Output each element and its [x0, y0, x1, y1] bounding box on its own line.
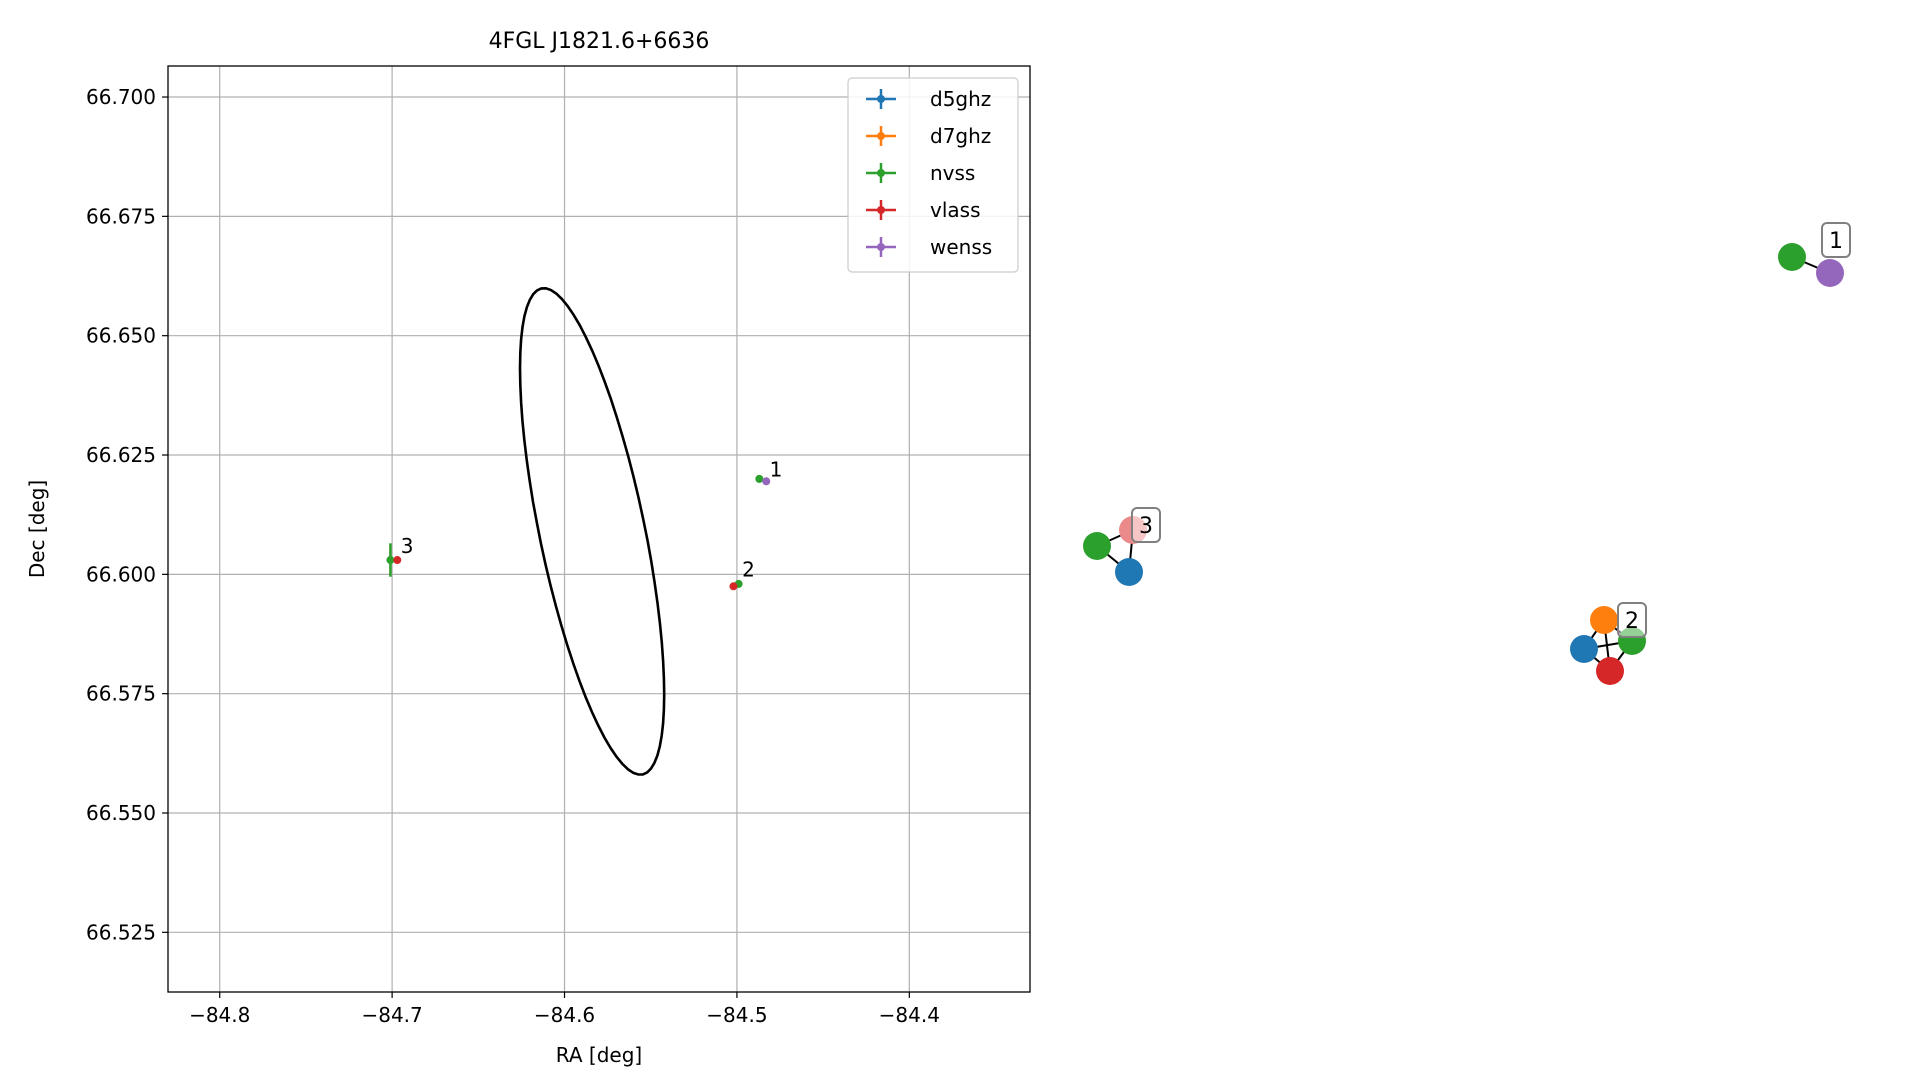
graph-node-d5ghz	[1570, 635, 1598, 663]
x-tick-label: −84.4	[879, 1003, 940, 1027]
ellipse-layer	[518, 286, 666, 776]
data-point-vlass	[729, 582, 738, 591]
graph-node-vlass	[1596, 657, 1624, 685]
network-graph: 1 2 3	[1083, 222, 1851, 685]
legend-box	[847, 77, 1019, 273]
y-tick-label: 66.625	[86, 443, 156, 467]
cluster-2: 2	[1570, 602, 1647, 685]
marker	[386, 556, 395, 565]
y-tick-label: 66.650	[86, 324, 156, 348]
data-point-vlass	[393, 556, 402, 565]
plot-frame	[167, 65, 1031, 993]
data-point-nvss	[755, 474, 764, 483]
cluster-label: 2	[1625, 609, 1639, 634]
marker	[393, 556, 402, 565]
y-axis-label: Dec [deg]	[25, 480, 49, 578]
cluster-label-box	[1617, 602, 1647, 638]
y-tick-label: 66.600	[86, 562, 156, 586]
marker	[729, 582, 738, 591]
point-annotation: 1	[770, 457, 783, 481]
legend-label: wenss	[930, 235, 992, 259]
graph-node-nvss	[1778, 243, 1806, 271]
y-tick-label: 66.700	[86, 85, 156, 109]
x-tick-label: −84.7	[361, 1003, 422, 1027]
data-point-wenss	[762, 477, 771, 486]
legend-marker	[877, 206, 885, 214]
data-point-nvss	[386, 543, 395, 577]
tick-layer: −84.8 −84.7 −84.6 −84.5 −84.4 66.525 66.550 66.…	[86, 85, 940, 1027]
x-tick-label: −84.5	[706, 1003, 767, 1027]
x-tick-label: −84.8	[189, 1003, 250, 1027]
marker	[762, 477, 771, 486]
x-tick-label: −84.6	[534, 1003, 595, 1027]
legend-marker	[877, 169, 885, 177]
legend: d5ghz d7ghz nvss vlass wenss	[847, 77, 1019, 273]
y-tick-label: 66.575	[86, 682, 156, 706]
error-ellipse	[518, 286, 666, 776]
points-layer	[386, 474, 771, 591]
legend-marker	[877, 132, 885, 140]
cluster-label: 1	[1829, 229, 1843, 254]
marker	[755, 474, 764, 483]
x-axis-label: RA [deg]	[556, 1043, 642, 1067]
y-tick-label: 66.525	[86, 920, 156, 944]
graph-node-nvss	[1083, 532, 1111, 560]
cluster-label: 3	[1139, 514, 1153, 539]
cluster-3: 3	[1083, 507, 1161, 586]
legend-entry-d5ghz: d5ghz	[866, 87, 991, 111]
cluster-label-box	[1131, 507, 1161, 543]
chart-title: 4FGL J1821.6+6636	[489, 29, 710, 54]
plot-area: 1 2 3 −84.8 −84.7 −84.6 −84.5 −84.4 66.525 66.55…	[86, 65, 1031, 1027]
legend-label: d5ghz	[930, 87, 991, 111]
legend-marker	[877, 95, 885, 103]
legend-label: d7ghz	[930, 124, 991, 148]
legend-entry-nvss: nvss	[866, 161, 975, 185]
legend-marker	[877, 243, 885, 251]
graph-node-wenss	[1816, 259, 1844, 287]
y-tick-label: 66.675	[86, 204, 156, 228]
cluster-1: 1	[1778, 222, 1851, 287]
legend-entry-d7ghz: d7ghz	[866, 124, 991, 148]
point-annotation: 3	[401, 534, 414, 558]
legend-label: nvss	[930, 161, 975, 185]
legend-entry-wenss: wenss	[866, 235, 992, 259]
graph-node-d5ghz	[1115, 558, 1143, 586]
y-tick-label: 66.550	[86, 801, 156, 825]
annotation-layer: 1 2 3	[401, 457, 783, 581]
cluster-label-box	[1821, 222, 1851, 258]
graph-node-d7ghz	[1590, 606, 1618, 634]
point-annotation: 2	[742, 558, 755, 582]
legend-label: vlass	[930, 198, 981, 222]
legend-entry-vlass: vlass	[866, 198, 981, 222]
